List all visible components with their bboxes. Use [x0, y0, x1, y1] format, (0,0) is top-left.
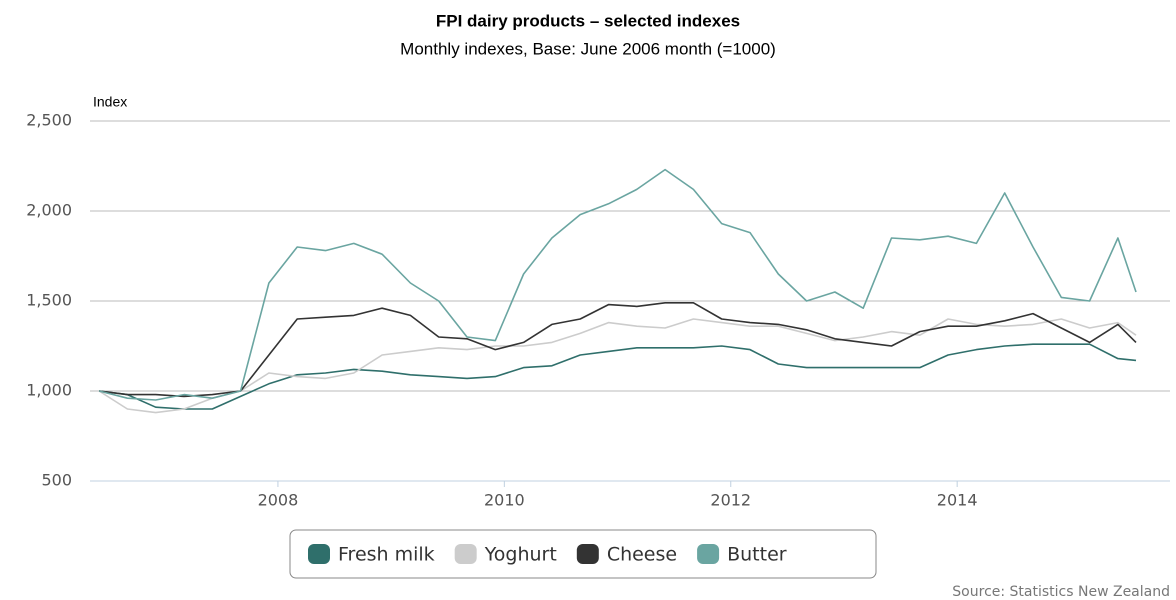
legend-swatch[interactable] [454, 544, 477, 564]
legend-swatch[interactable] [697, 544, 720, 564]
chart-subtitle: Monthly indexes, Base: June 2006 month (… [400, 39, 776, 58]
y-axis-label: Index [93, 94, 127, 110]
series-line [98, 302, 1137, 398]
x-tick-label: 2008 [258, 491, 299, 510]
chart-title: FPI dairy products – selected indexes [436, 11, 740, 30]
series-line [98, 168, 1137, 401]
y-tick-label: 1,500 [26, 291, 72, 310]
y-tick-label: 500 [41, 471, 72, 490]
legend-swatch[interactable] [308, 544, 330, 564]
y-tick-label: 2,500 [26, 111, 72, 130]
series-line [98, 343, 1137, 410]
y-tick-label: 2,000 [26, 201, 72, 220]
x-tick-label: 2014 [937, 491, 978, 510]
y-tick-label: 1,000 [26, 381, 72, 400]
source-note: Source: Statistics New Zealand [952, 584, 1170, 600]
legend-label[interactable]: Cheese [607, 544, 677, 566]
legend-label[interactable]: Fresh milk [338, 544, 435, 566]
x-tick-label: 2012 [710, 491, 751, 510]
x-tick-label: 2010 [484, 491, 525, 510]
legend-swatch[interactable] [576, 544, 599, 564]
series-line [98, 318, 1137, 414]
legend-label[interactable]: Yoghurt [484, 544, 557, 566]
legend-label[interactable]: Butter [727, 544, 787, 566]
